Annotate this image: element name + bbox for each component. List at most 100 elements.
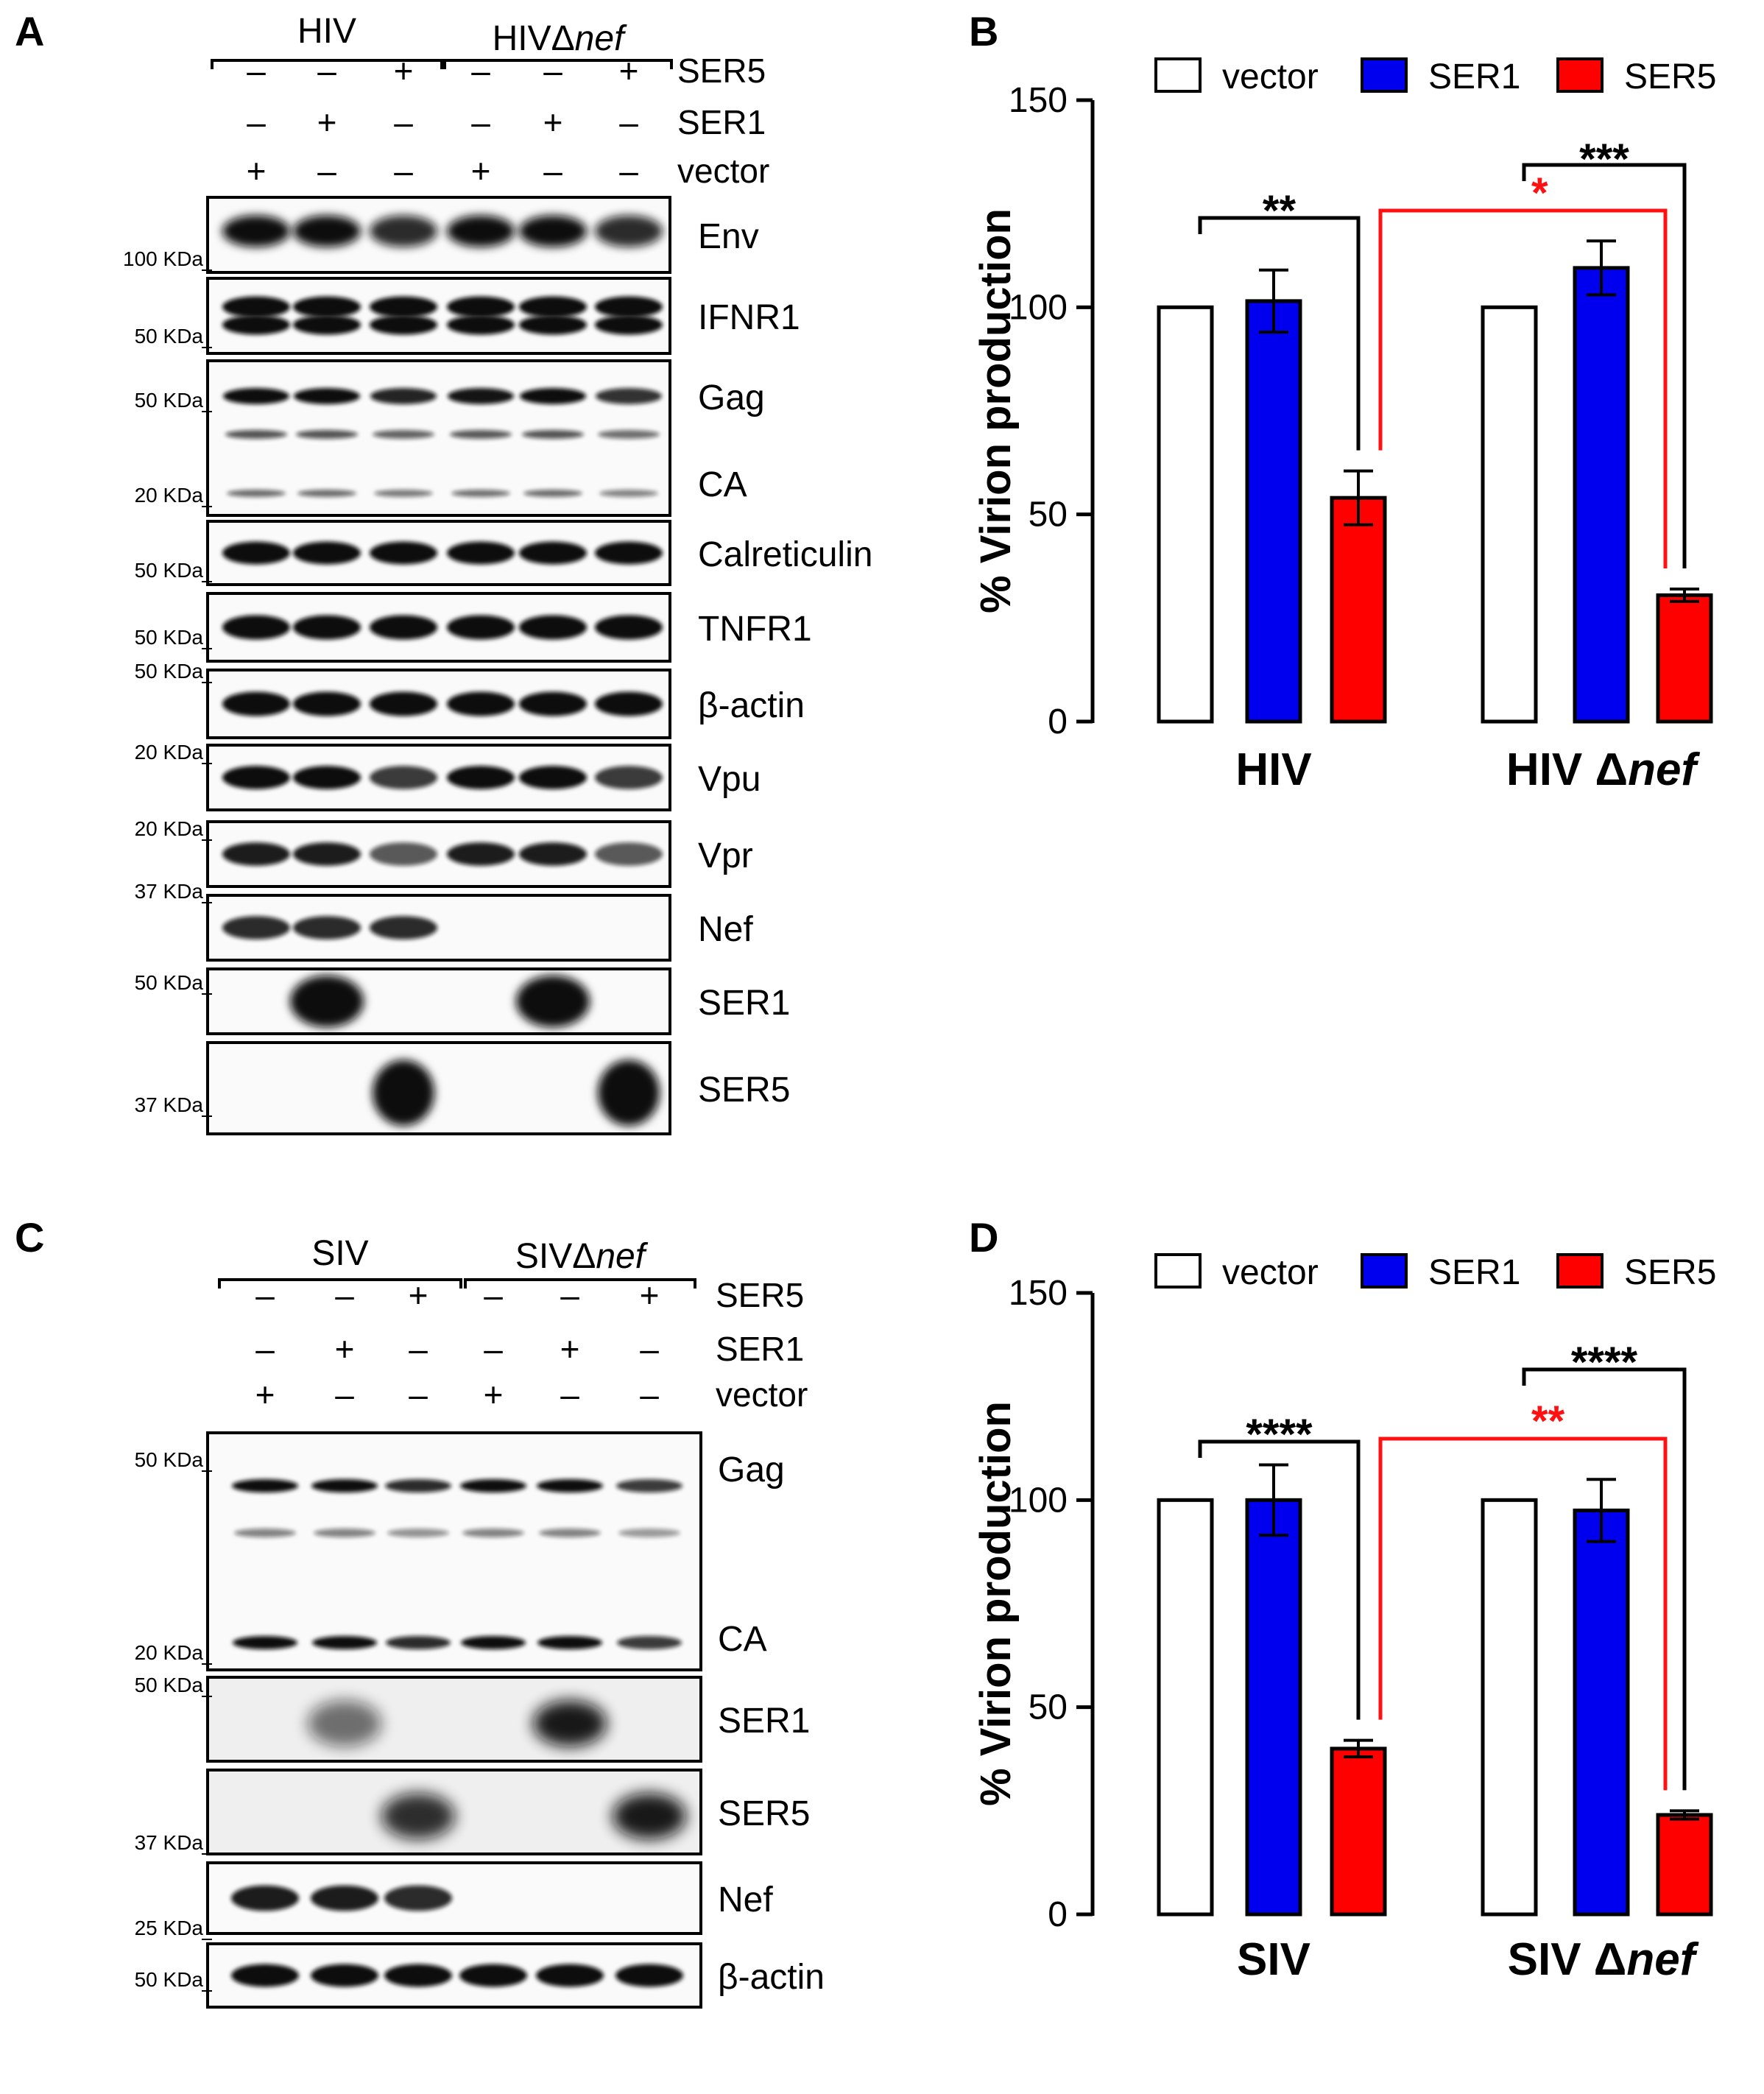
band (599, 490, 658, 497)
significance-bracket (1198, 1439, 1361, 1720)
lane-mark: – (247, 103, 266, 141)
blot-label: SER5 (698, 1071, 790, 1110)
blot-label: SER1 (698, 984, 790, 1023)
legend-swatch (1361, 1253, 1408, 1289)
band (296, 430, 358, 439)
blot-label: TNFR1 (698, 610, 812, 649)
blot-strip (206, 1942, 702, 2009)
lane-mark: – (317, 52, 336, 90)
blot-border (206, 820, 671, 888)
marker-label: 20 KDa (135, 1641, 204, 1664)
band (595, 296, 663, 318)
label-main: SIV Δ (1508, 1934, 1627, 1985)
band (460, 1479, 526, 1492)
lane-mark: – (484, 1330, 503, 1368)
band (595, 314, 663, 335)
blot-label: Nef (698, 910, 753, 949)
band (519, 766, 587, 789)
marker-label: 20 KDa (135, 484, 204, 507)
lane-mark: + (409, 1276, 428, 1314)
bar (1656, 593, 1713, 724)
label-italic: nef (575, 19, 627, 58)
blot-label: Vpr (698, 836, 753, 875)
band (447, 541, 515, 565)
blot-border (206, 1431, 702, 1671)
legend-label: SER1 (1428, 57, 1520, 96)
band (522, 430, 584, 439)
condition-label: SER1 (677, 103, 766, 141)
band (523, 490, 582, 497)
band (447, 691, 515, 716)
y-axis-title: % Virion production (972, 1401, 1020, 1806)
bar (1573, 266, 1630, 724)
blot-border (206, 967, 671, 1035)
marker-label: 50 KDa (135, 1674, 204, 1696)
bar (1656, 1813, 1713, 1917)
band (519, 314, 587, 335)
band (293, 541, 361, 565)
lane-mark: + (619, 52, 639, 90)
band (536, 1964, 604, 1987)
band (516, 975, 590, 1028)
significance-stars: ** (1531, 1397, 1565, 1445)
blot-border (206, 277, 671, 355)
label-main: SIV (1237, 1934, 1310, 1985)
legend-swatch (1154, 57, 1202, 93)
band (312, 1636, 377, 1649)
band (374, 490, 433, 497)
band (311, 1885, 378, 1911)
lane-mark: – (409, 1375, 428, 1414)
bar (1481, 1498, 1538, 1917)
lane-mark: – (394, 152, 413, 190)
condition-label: SER5 (677, 52, 766, 90)
significance-stars: * (1531, 169, 1548, 217)
group-label: SIVΔnef (515, 1237, 649, 1276)
lane-mark: + (255, 1375, 275, 1414)
blot-label: CA (698, 465, 747, 504)
y-tick-label: 50 (1029, 496, 1068, 535)
bar (1573, 1508, 1630, 1917)
band (222, 766, 290, 789)
significance-stars: **** (1571, 1339, 1638, 1386)
y-tick-label: 150 (1009, 1274, 1068, 1313)
band (384, 1885, 452, 1911)
lane-mark: – (560, 1276, 579, 1314)
band (381, 1793, 455, 1840)
legend-label: vector (1222, 1253, 1319, 1292)
label-main: SIVΔ (515, 1237, 596, 1276)
blot-background (208, 278, 670, 353)
band (519, 296, 587, 318)
panel-letter: D (969, 1214, 998, 1261)
band (370, 766, 437, 789)
category-label: SIV Δnef (1508, 1934, 1699, 1985)
band (595, 615, 663, 640)
group-label: HIV (297, 12, 356, 51)
band (370, 541, 437, 565)
band (293, 766, 361, 789)
group-label: SIV (311, 1234, 368, 1273)
band (595, 541, 663, 565)
band (520, 388, 586, 404)
band (314, 1529, 375, 1537)
marker-label: 37 KDa (135, 1093, 204, 1116)
band (447, 314, 515, 335)
band (293, 842, 361, 866)
lane-mark: – (317, 152, 336, 190)
y-tick-label: 0 (1048, 702, 1068, 741)
condition-label: vector (677, 152, 769, 190)
blot-label: Nef (718, 1880, 773, 1920)
marker-label: 50 KDa (135, 626, 204, 649)
blot-background (208, 1433, 701, 1670)
band (293, 916, 361, 940)
band (222, 916, 290, 940)
band (595, 766, 663, 789)
condition-label: SER1 (716, 1330, 804, 1368)
significance-stars: *** (1579, 135, 1629, 183)
band (447, 615, 515, 640)
band (222, 691, 290, 716)
label-main: HIV Δ (1506, 744, 1628, 795)
band (293, 691, 361, 716)
marker-label: 50 KDa (135, 325, 204, 348)
band (294, 388, 360, 404)
band (223, 388, 289, 404)
